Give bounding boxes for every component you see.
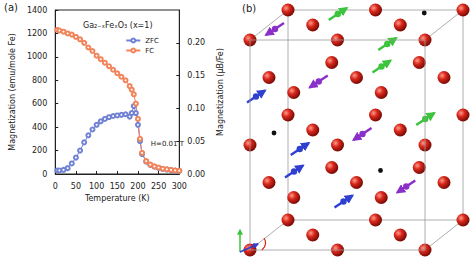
svg-text:(b): (b): [242, 3, 256, 14]
svg-text:0: 0: [53, 182, 58, 191]
svg-text:0.20: 0.20: [187, 38, 205, 47]
svg-text:ZFC: ZFC: [145, 37, 159, 45]
svg-text:0.10: 0.10: [187, 104, 205, 113]
svg-text:(a): (a): [4, 2, 18, 13]
svg-text:50: 50: [71, 182, 81, 191]
svg-text:0.15: 0.15: [187, 71, 205, 80]
svg-text:Magnetization (μB/Fe): Magnetization (μB/Fe): [216, 48, 225, 136]
svg-text:1400: 1400: [27, 6, 47, 15]
svg-text:0: 0: [42, 170, 47, 179]
svg-text:300: 300: [172, 182, 187, 191]
svg-text:150: 150: [110, 182, 125, 191]
svg-text:0.05: 0.05: [187, 137, 205, 146]
svg-text:1000: 1000: [27, 52, 47, 61]
svg-text:FC: FC: [145, 47, 154, 55]
svg-text:Magnetization (emu/mole Fe): Magnetization (emu/mole Fe): [8, 33, 17, 150]
svg-text:1200: 1200: [27, 29, 47, 38]
svg-text:800: 800: [32, 76, 47, 85]
svg-text:400: 400: [32, 123, 47, 132]
svg-text:100: 100: [89, 182, 104, 191]
svg-text:200: 200: [130, 182, 145, 191]
svg-text:600: 600: [32, 99, 47, 108]
svg-text:H=0.01 T: H=0.01 T: [150, 139, 184, 148]
svg-text:Ga₂₋ₓFeₓO₃ (x=1): Ga₂₋ₓFeₓO₃ (x=1): [83, 21, 153, 30]
svg-text:0.00: 0.00: [187, 170, 205, 179]
svg-text:200: 200: [32, 146, 47, 155]
svg-text:Temperature (K): Temperature (K): [84, 194, 150, 203]
svg-text:250: 250: [151, 182, 166, 191]
